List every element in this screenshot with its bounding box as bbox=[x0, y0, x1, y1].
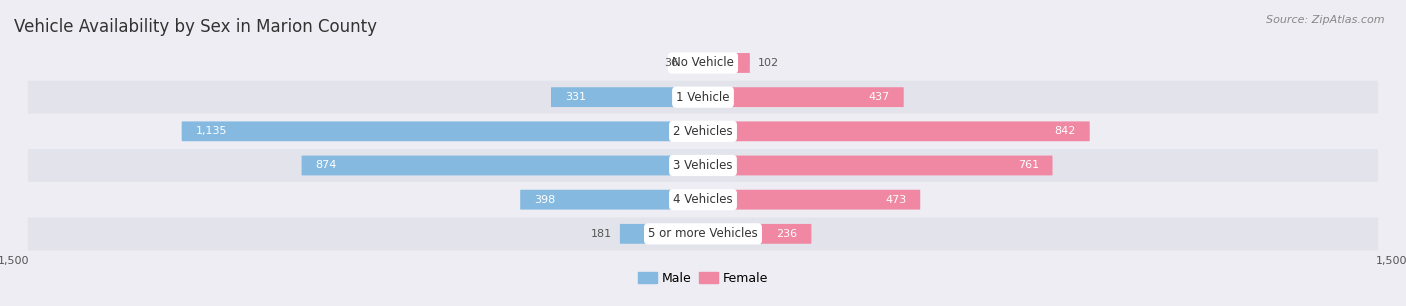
FancyBboxPatch shape bbox=[703, 155, 1053, 175]
Text: 1 Vehicle: 1 Vehicle bbox=[676, 91, 730, 104]
Text: 761: 761 bbox=[1018, 160, 1039, 170]
FancyBboxPatch shape bbox=[28, 149, 1378, 182]
FancyBboxPatch shape bbox=[686, 53, 703, 73]
FancyBboxPatch shape bbox=[301, 155, 703, 175]
FancyBboxPatch shape bbox=[520, 190, 703, 210]
Text: 2 Vehicles: 2 Vehicles bbox=[673, 125, 733, 138]
FancyBboxPatch shape bbox=[551, 87, 703, 107]
FancyBboxPatch shape bbox=[703, 224, 811, 244]
Text: 437: 437 bbox=[869, 92, 890, 102]
Text: Vehicle Availability by Sex in Marion County: Vehicle Availability by Sex in Marion Co… bbox=[14, 18, 377, 36]
FancyBboxPatch shape bbox=[703, 121, 1090, 141]
FancyBboxPatch shape bbox=[28, 115, 1378, 148]
FancyBboxPatch shape bbox=[703, 87, 904, 107]
FancyBboxPatch shape bbox=[181, 121, 703, 141]
Text: 36: 36 bbox=[664, 58, 678, 68]
Text: Source: ZipAtlas.com: Source: ZipAtlas.com bbox=[1267, 15, 1385, 25]
Text: 1,135: 1,135 bbox=[195, 126, 226, 136]
Text: 236: 236 bbox=[776, 229, 797, 239]
FancyBboxPatch shape bbox=[28, 81, 1378, 114]
Text: 874: 874 bbox=[315, 160, 336, 170]
Text: 473: 473 bbox=[886, 195, 907, 205]
Text: 331: 331 bbox=[565, 92, 586, 102]
Text: 842: 842 bbox=[1054, 126, 1076, 136]
Text: 5 or more Vehicles: 5 or more Vehicles bbox=[648, 227, 758, 240]
FancyBboxPatch shape bbox=[28, 218, 1378, 250]
FancyBboxPatch shape bbox=[620, 224, 703, 244]
Text: 4 Vehicles: 4 Vehicles bbox=[673, 193, 733, 206]
Text: 3 Vehicles: 3 Vehicles bbox=[673, 159, 733, 172]
FancyBboxPatch shape bbox=[28, 183, 1378, 216]
FancyBboxPatch shape bbox=[703, 53, 749, 73]
Text: 398: 398 bbox=[534, 195, 555, 205]
Text: 102: 102 bbox=[758, 58, 779, 68]
Text: 181: 181 bbox=[591, 229, 612, 239]
FancyBboxPatch shape bbox=[703, 190, 921, 210]
Legend: Male, Female: Male, Female bbox=[633, 267, 773, 290]
FancyBboxPatch shape bbox=[28, 47, 1378, 79]
Text: No Vehicle: No Vehicle bbox=[672, 57, 734, 69]
